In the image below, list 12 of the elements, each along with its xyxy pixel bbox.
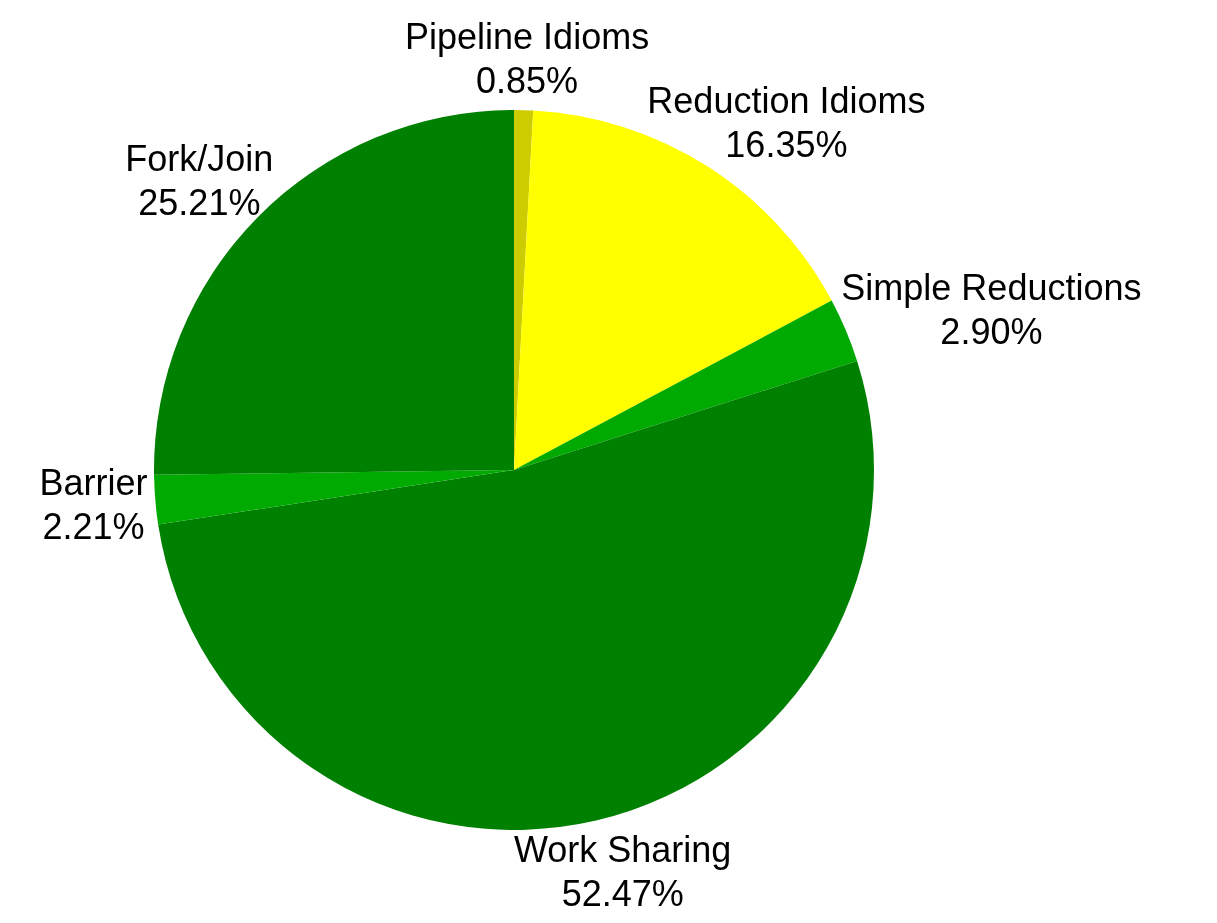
data-label: 16.35% (725, 124, 848, 165)
data-label: 25.21% (138, 182, 261, 224)
slice-label: Simple Reductions (841, 267, 1142, 309)
slice-label: Work Sharing (513, 828, 732, 870)
data-label: 2.21% (42, 505, 145, 547)
data-label: 2.90% (940, 311, 1043, 353)
slice-label: Reduction Idioms (647, 80, 926, 121)
data-label: 52.47% (561, 872, 684, 914)
slice-label: Barrier (39, 461, 148, 503)
slice-label: Pipeline Idioms (405, 15, 650, 57)
data-label: 0.85% (476, 59, 579, 101)
slice-label: Fork/Join (125, 138, 274, 180)
